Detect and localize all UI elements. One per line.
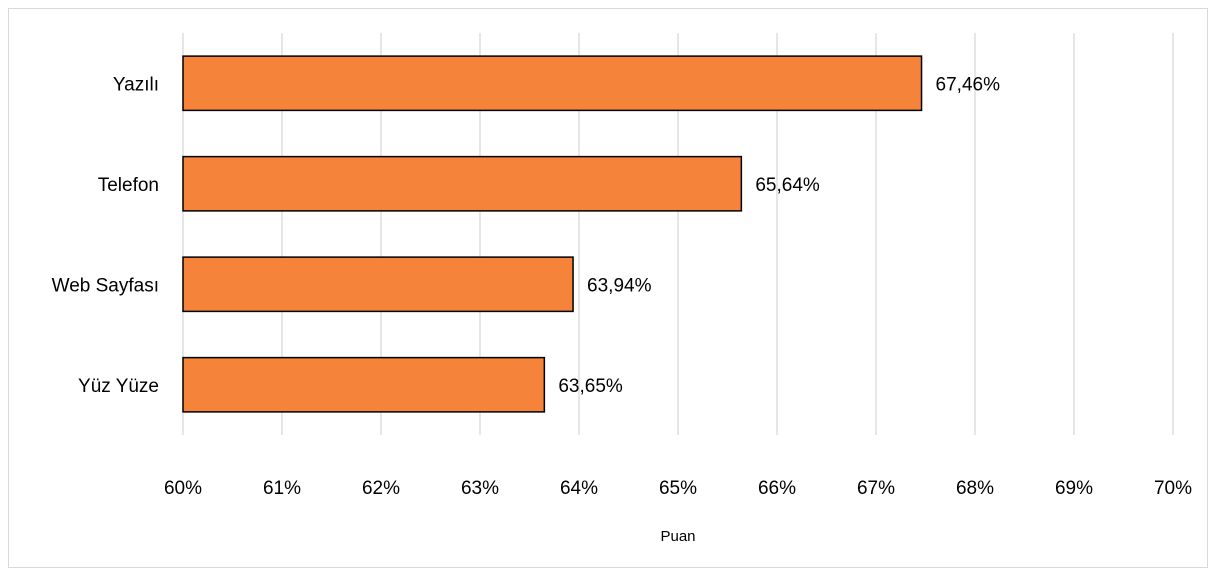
- bar: [182, 155, 743, 212]
- x-tick-label: 60%: [164, 478, 202, 499]
- x-axis-tick-labels: 60% 61% 62% 63% 64% 65% 66% 67% 68% 69% 70%: [164, 478, 1192, 499]
- bar: [182, 55, 923, 112]
- bars: [182, 55, 923, 413]
- bar-data-label: 65,64%: [755, 175, 820, 196]
- x-tick-label: 69%: [1055, 478, 1093, 499]
- x-tick-label: 66%: [758, 478, 796, 499]
- chart-frame: 67,46% 65,64% 63,94% 63,65% Yazılı Telefon We…: [8, 8, 1208, 568]
- bar: [182, 256, 574, 313]
- category-label: Telefon: [98, 175, 159, 196]
- x-tick-label: 64%: [560, 478, 598, 499]
- x-tick-label: 68%: [956, 478, 994, 499]
- x-axis-title: Puan: [660, 528, 695, 545]
- category-label: Yazılı: [113, 74, 159, 95]
- bar-data-label: 67,46%: [936, 74, 1001, 95]
- bar: [182, 356, 546, 413]
- x-tick-label: 61%: [263, 478, 301, 499]
- category-label: Web Sayfası: [52, 275, 159, 296]
- x-tick-label: 67%: [857, 478, 895, 499]
- data-labels: 67,46% 65,64% 63,94% 63,65%: [558, 74, 1000, 397]
- bar-chart: 67,46% 65,64% 63,94% 63,65% Yazılı Telefon We…: [52, 33, 1192, 545]
- x-tick-label: 65%: [659, 478, 697, 499]
- x-tick-label: 62%: [362, 478, 400, 499]
- category-label: Yüz Yüze: [78, 376, 159, 397]
- bar-data-label: 63,94%: [587, 275, 652, 296]
- x-tick-label: 63%: [461, 478, 499, 499]
- category-labels: Yazılı Telefon Web Sayfası Yüz Yüze: [52, 74, 159, 397]
- bar-data-label: 63,65%: [558, 376, 623, 397]
- x-tick-label: 70%: [1154, 478, 1192, 499]
